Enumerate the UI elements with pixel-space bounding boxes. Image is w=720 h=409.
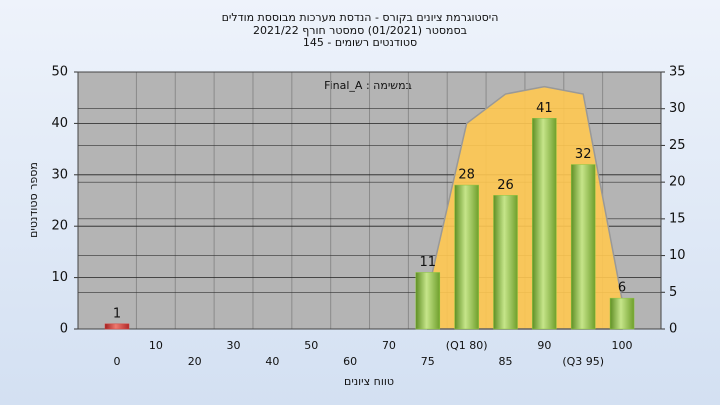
data-label: 32: [575, 147, 592, 162]
bar: [454, 184, 479, 330]
x-tick-label: 10: [149, 339, 163, 352]
x-tick-label: 20: [188, 355, 202, 368]
y2-tick-label: 35: [669, 65, 686, 80]
x-tick-label: 40: [265, 355, 279, 368]
y-tick-label: 20: [51, 219, 68, 234]
y-tick-label: 40: [51, 116, 68, 131]
data-label: 11: [420, 255, 437, 270]
x-tick-label: 60: [343, 355, 357, 368]
x-tick-label: 50: [304, 339, 318, 352]
x-tick-label: 85: [499, 355, 513, 368]
x-tick-label: 30: [227, 339, 241, 352]
data-label: 41: [536, 101, 553, 116]
y2-tick-label: 10: [669, 248, 686, 263]
y-tick-label: 10: [51, 270, 68, 285]
bar: [415, 272, 441, 330]
bar: [532, 118, 557, 330]
y-tick-label: 50: [51, 65, 68, 80]
chart-title: היסטוגרמת ציונים בקורס - הנדסת מערכות מב…: [222, 11, 499, 24]
x-tick-label: 100: [612, 339, 633, 352]
x-tick-label: 75: [421, 355, 435, 368]
x-tick-label: (Q1 80): [446, 339, 488, 352]
data-label: 6: [618, 281, 626, 296]
bar: [493, 195, 518, 330]
x-tick-label: 90: [537, 339, 551, 352]
y2-tick-label: 0: [669, 322, 677, 337]
bar: [570, 164, 596, 330]
y-tick-label: 30: [51, 167, 68, 182]
annotation: במשימה : Final_A: [324, 79, 412, 92]
y-tick-label: 0: [60, 322, 68, 337]
y2-tick-label: 25: [669, 138, 686, 153]
y2-tick-label: 5: [669, 285, 677, 300]
chart-subtitle: בסמסטר (01/2021) סמסטר חורף 2021/22: [253, 24, 467, 37]
bar: [609, 297, 635, 330]
data-label: 26: [497, 178, 514, 193]
data-label: 1: [113, 306, 121, 321]
chart-subtitle: סטודנטים רשומים - 145: [303, 36, 417, 49]
y-axis-label: מספר סטודנטים: [27, 162, 40, 238]
x-axis-label: טווח ציונים: [344, 375, 394, 388]
y2-tick-label: 30: [669, 101, 686, 116]
data-label: 28: [458, 168, 475, 183]
x-tick-label: 70: [382, 339, 396, 352]
x-tick-label: 0: [114, 355, 121, 368]
y2-tick-label: 20: [669, 175, 686, 190]
bar: [104, 323, 130, 330]
x-tick-label: (Q3 95): [562, 355, 604, 368]
y2-tick-label: 15: [669, 211, 686, 226]
plot-border: [77, 71, 662, 330]
